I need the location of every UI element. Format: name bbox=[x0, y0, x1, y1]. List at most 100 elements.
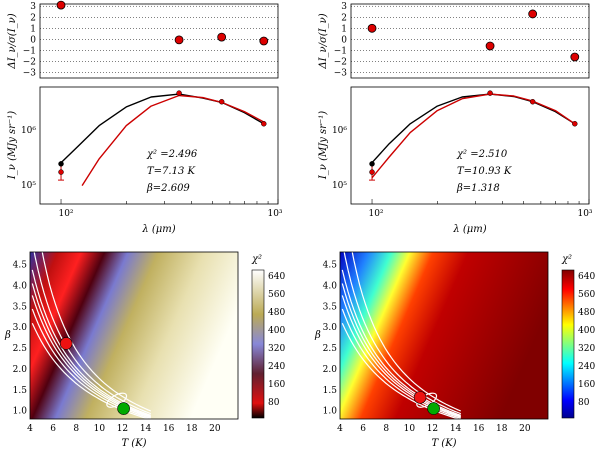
left-colorbar-label: χ² bbox=[251, 254, 262, 265]
left-map-colorbar-tick-6: 160 bbox=[268, 380, 285, 390]
left-map-xtick-2: 8 bbox=[73, 424, 79, 434]
right-sed-points bbox=[369, 90, 590, 204]
right-map-contour-1 bbox=[343, 252, 462, 415]
right-map-ytick-2: 2.0 bbox=[323, 365, 338, 375]
left-sed-data-point-0 bbox=[58, 169, 64, 175]
right-map-xlabel: T (K) bbox=[431, 438, 456, 449]
left-map-contour-2 bbox=[31, 269, 151, 416]
right-map-xtick-5: 14 bbox=[450, 424, 462, 434]
right-map-ylabel: β bbox=[314, 330, 321, 341]
left-map-colorbar-tick-1: 560 bbox=[268, 290, 285, 300]
right-map-ytick-5: 3.5 bbox=[323, 302, 338, 312]
right-map-image bbox=[340, 252, 548, 419]
left-map-contour-5 bbox=[31, 308, 151, 419]
left-sed-data-point-3 bbox=[218, 98, 225, 105]
right-residual-frame bbox=[350, 3, 590, 79]
left-residual-ytick-0: 3 bbox=[30, 2, 36, 12]
left-map-colorbar-tick-2: 480 bbox=[268, 308, 285, 318]
right-residual-grid bbox=[351, 5, 589, 73]
left-sed-points bbox=[58, 90, 279, 204]
right-residual-ytick-0: 3 bbox=[341, 2, 347, 12]
right-residual-point-2 bbox=[528, 9, 538, 19]
right-map-ytick-0: 1.0 bbox=[323, 407, 338, 417]
left-map-xtick-8: 20 bbox=[209, 424, 221, 434]
left-beta-annotation: β=2.609 bbox=[146, 183, 190, 194]
right-sed-ytick-1e5: 10⁵ bbox=[332, 181, 347, 191]
right-chi2-annotation: χ² =2.510 bbox=[456, 149, 508, 160]
right-map-colorbar-tick-6: 160 bbox=[578, 380, 595, 390]
left-sed-ytick-1e6: 10⁶ bbox=[21, 126, 36, 136]
right-residual-ytick-1: 2 bbox=[341, 13, 347, 23]
left-chi2-map-panel: 4 6 8 10 12 14 16 18 201.01.52.02.53.03.54.04.5 … bbox=[4, 251, 285, 449]
right-sed-curve-0 bbox=[371, 93, 576, 164]
right-sed-xtick-100: 10² bbox=[368, 209, 383, 219]
right-map-markers bbox=[413, 391, 440, 415]
left-temperature-annotation: T=7.13 K bbox=[147, 166, 195, 177]
right-sed-xtick-1000: 10³ bbox=[577, 209, 592, 219]
left-sed-data-point-2 bbox=[176, 90, 182, 96]
right-map-ytick-7: 4.5 bbox=[323, 261, 338, 271]
right-map-contour-2 bbox=[341, 269, 461, 416]
right-sed-curves bbox=[371, 93, 576, 179]
left-map-ytick-1: 1.5 bbox=[13, 386, 28, 396]
right-map-contour-5 bbox=[341, 308, 461, 419]
right-beta-annotation: β=1.318 bbox=[456, 183, 500, 194]
right-map-marker-0 bbox=[413, 391, 427, 404]
left-residual-ytick-1: 2 bbox=[30, 13, 36, 23]
right-temperature-annotation: T=10.93 K bbox=[457, 166, 512, 177]
right-map-xtick-4: 12 bbox=[427, 424, 438, 434]
left-map-contours bbox=[31, 252, 152, 419]
right-map-heatmap bbox=[340, 252, 548, 419]
right-sed-data-point-1 bbox=[369, 161, 375, 167]
left-residual-ytick-5: −2 bbox=[23, 57, 36, 67]
right-map-colorbar-tick-7: 80 bbox=[578, 398, 590, 408]
left-colorbar-ticks: 640 560 480 400 320 240 160 80 bbox=[268, 272, 285, 408]
right-map-contour-4 bbox=[341, 295, 461, 418]
left-residual-point-2 bbox=[217, 32, 227, 42]
right-map-xtick-1: 6 bbox=[360, 424, 366, 434]
left-colorbar bbox=[251, 269, 265, 419]
left-map-contour-4 bbox=[31, 295, 151, 418]
left-residual-ytick-2: 1 bbox=[30, 24, 36, 34]
left-map-ytick-6: 4.0 bbox=[13, 281, 28, 291]
right-colorbar-label: χ² bbox=[561, 254, 572, 265]
left-map-heatmap bbox=[30, 252, 238, 419]
left-map-xlabel: T (K) bbox=[121, 438, 146, 449]
right-residual-point-1 bbox=[485, 41, 495, 51]
right-map-xtick-3: 10 bbox=[404, 424, 416, 434]
left-residual-frame bbox=[39, 3, 279, 79]
left-map-ytick-0: 1.0 bbox=[13, 407, 28, 417]
right-sed-ylabel: I_ν (MJy sr⁻¹) bbox=[318, 111, 329, 180]
left-residual-point-0 bbox=[56, 0, 66, 10]
right-map-contour-6 bbox=[341, 322, 461, 419]
right-residual-points bbox=[367, 9, 580, 62]
left-residual-ytick-6: −3 bbox=[23, 68, 37, 78]
left-map-xtick-1: 6 bbox=[50, 424, 56, 434]
left-map-xtick-3: 10 bbox=[94, 424, 106, 434]
left-sed-data-point-1 bbox=[58, 161, 64, 167]
right-sed-data-point-3 bbox=[529, 98, 536, 105]
left-residual-ytick-4: −1 bbox=[23, 46, 36, 56]
right-residual-point-0 bbox=[367, 23, 377, 33]
left-map-image bbox=[30, 252, 238, 419]
left-map-ytick-7: 4.5 bbox=[13, 261, 28, 271]
right-sed-xlabel: λ (μm) bbox=[452, 224, 486, 235]
right-residual-ytick-5: −2 bbox=[334, 57, 347, 67]
right-sed-data-point-0 bbox=[369, 169, 375, 175]
right-map-xtick-0: 4 bbox=[337, 424, 343, 434]
left-map-colorbar-tick-0: 640 bbox=[268, 272, 285, 282]
left-sed-panel: 10² 10³ 10⁵ 10⁶ λ (μm) I_ν (MJy sr⁻¹) χ²… bbox=[7, 86, 283, 235]
left-sed-data-point-4 bbox=[261, 121, 267, 127]
right-residual-ytick-4: −1 bbox=[334, 46, 347, 56]
left-map-ticks: 4 6 8 10 12 14 16 18 20 1.0 1.5 2.0 2.5 3.0 3.5 4.0 4.5 bbox=[13, 261, 221, 434]
right-residual-ytick-2: 1 bbox=[341, 24, 347, 34]
left-map-xtick-5: 14 bbox=[140, 424, 152, 434]
left-sed-ylabel: I_ν (MJy sr⁻¹) bbox=[7, 111, 18, 180]
left-map-contour-1 bbox=[33, 252, 152, 415]
right-map-ticks: 4 6 8 10 12 14 16 18 20 1.0 1.5 2.0 2.5 3.0 3.5 4.0 4.5 bbox=[323, 261, 531, 434]
right-map-colorbar-tick-1: 560 bbox=[578, 290, 595, 300]
